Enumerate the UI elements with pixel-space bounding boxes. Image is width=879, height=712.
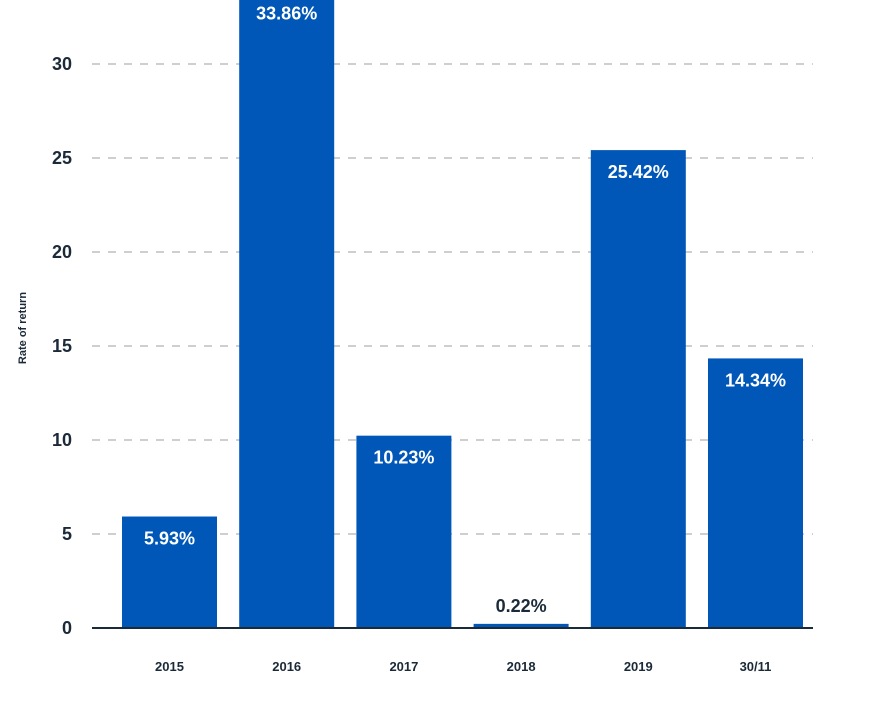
bar-2016 (239, 0, 335, 628)
bar-2018 (473, 623, 569, 628)
x-tick-label: 2017 (389, 659, 418, 674)
y-axis-ticks: 0 5 10 15 20 25 30 (52, 54, 72, 638)
bar-value-label: 33.86% (256, 3, 317, 23)
y-tick-label: 25 (52, 148, 72, 168)
y-tick-label: 0 (62, 618, 72, 638)
bars (122, 0, 803, 628)
bar-2015 (122, 516, 217, 628)
bar-value-label: 25.42% (608, 162, 669, 182)
y-tick-label: 5 (62, 524, 72, 544)
bar-value-label: 5.93% (144, 529, 195, 549)
grid-lines (92, 63, 813, 535)
bar-2017 (356, 435, 452, 628)
y-tick-label: 30 (52, 54, 72, 74)
y-tick-label: 20 (52, 242, 72, 262)
bar-30-11 (708, 358, 803, 628)
y-tick-label: 15 (52, 336, 72, 356)
bar-value-label: 0.22% (496, 596, 547, 616)
bar-value-labels: 5.93% 33.86% 10.23% 0.22% 25.42% 14.34% (144, 3, 786, 615)
bar-value-label: 14.34% (725, 370, 786, 390)
x-tick-label: 2015 (155, 659, 184, 674)
y-tick-label: 10 (52, 430, 72, 450)
x-axis-ticks: 2015 2016 2017 2018 2019 30/11 (155, 659, 771, 674)
x-tick-label: 2016 (272, 659, 301, 674)
bar-2019 (590, 150, 686, 628)
x-tick-label: 30/11 (740, 659, 772, 674)
y-axis-label: Rate of return (17, 292, 29, 364)
x-tick-label: 2018 (507, 659, 536, 674)
x-tick-label: 2019 (624, 659, 653, 674)
bar-value-label: 10.23% (373, 448, 434, 468)
